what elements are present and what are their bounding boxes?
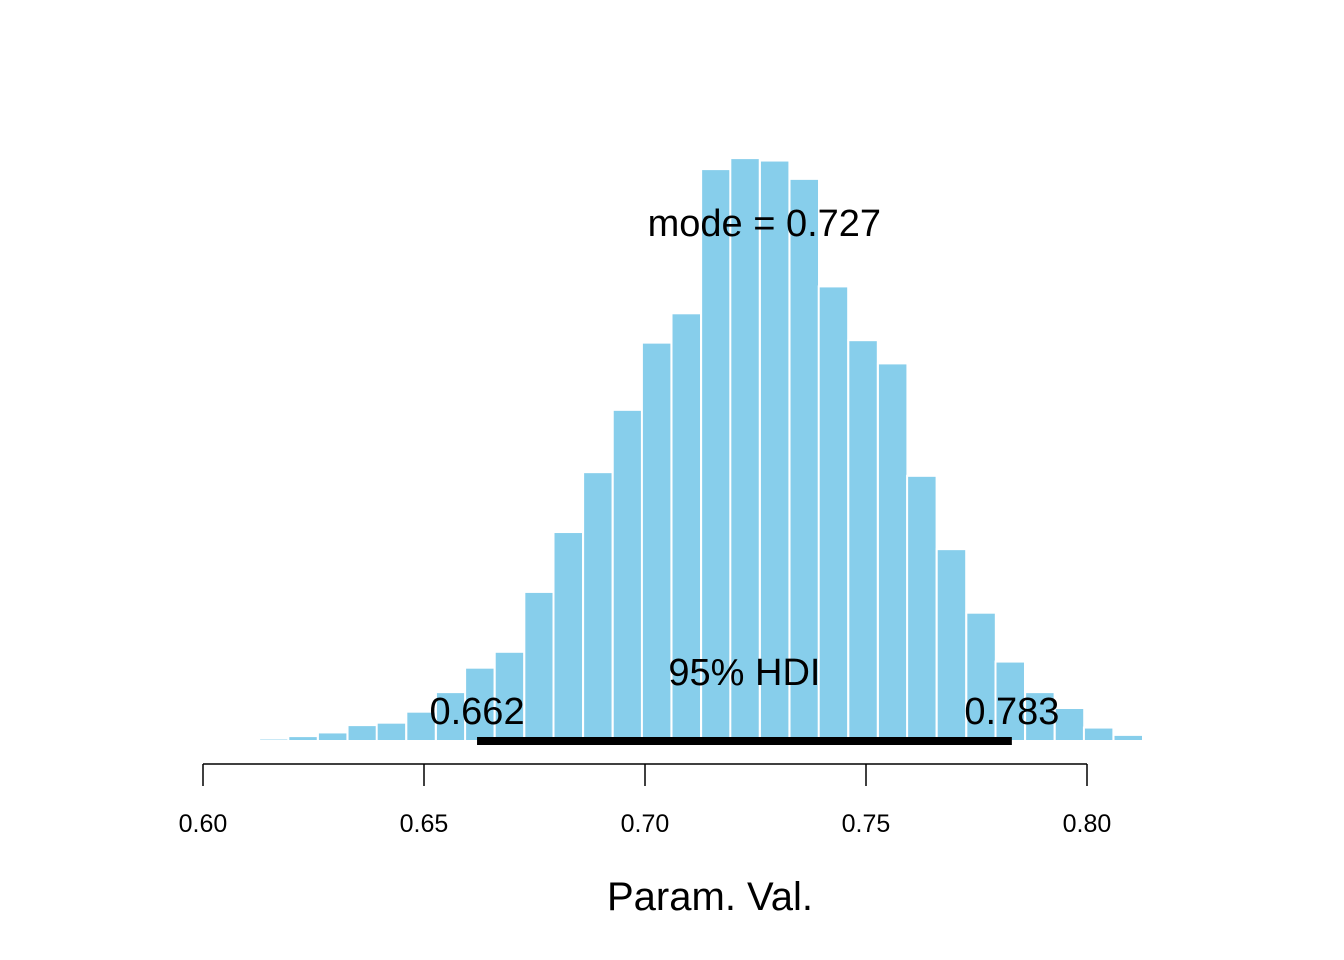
histogram-bar-15 — [700, 168, 732, 742]
histogram-bar-2 — [316, 731, 349, 742]
x-axis-title: Param. Val. — [607, 875, 813, 919]
x-tick-label-4: 0.80 — [1063, 810, 1112, 838]
histogram-bar-17 — [758, 159, 791, 743]
histogram-bar-27 — [1053, 707, 1086, 742]
histogram-bar-29 — [1112, 733, 1145, 743]
hdi-low-label: 0.662 — [429, 691, 524, 733]
histogram-bar-22 — [906, 474, 938, 742]
histogram-bar-26 — [1024, 691, 1056, 742]
histogram-bar-8 — [493, 650, 526, 743]
histogram-bar-5 — [405, 710, 437, 742]
histogram-bar-13 — [640, 341, 673, 742]
histogram-bar-23 — [935, 548, 968, 742]
x-ticks: 0.60 0.65 0.70 0.75 0.80 — [179, 764, 1112, 838]
histogram-bar-25 — [994, 660, 1026, 743]
histogram-bar-12 — [611, 408, 644, 742]
histogram-bar-20 — [847, 339, 879, 742]
histogram-bar-19 — [817, 285, 850, 742]
x-tick-label-0: 0.60 — [179, 810, 228, 838]
x-tick-label-1: 0.65 — [400, 810, 449, 838]
x-tick-label-2: 0.70 — [621, 810, 670, 838]
histogram-bar-11 — [582, 471, 614, 742]
histogram-bar-21 — [876, 362, 909, 742]
hdi-label: 95% HDI — [668, 652, 820, 694]
mode-label: mode = 0.727 — [648, 203, 881, 245]
histogram-bars — [258, 157, 1145, 743]
histogram-bar-18 — [788, 177, 821, 742]
x-axis: 0.60 0.65 0.70 0.75 0.80 — [179, 763, 1112, 838]
histogram-bar-1 — [287, 735, 319, 742]
histogram-bar-28 — [1082, 726, 1115, 742]
histogram-bar-9 — [523, 590, 555, 743]
histogram-bar-0 — [258, 737, 290, 743]
histogram-bar-10 — [552, 531, 584, 743]
histogram-bar-16 — [729, 157, 761, 742]
histogram-bar-4 — [375, 721, 408, 742]
hdi-high-label: 0.783 — [964, 691, 1059, 733]
x-tick-label-3: 0.75 — [842, 810, 891, 838]
histogram-bar-3 — [346, 724, 379, 743]
